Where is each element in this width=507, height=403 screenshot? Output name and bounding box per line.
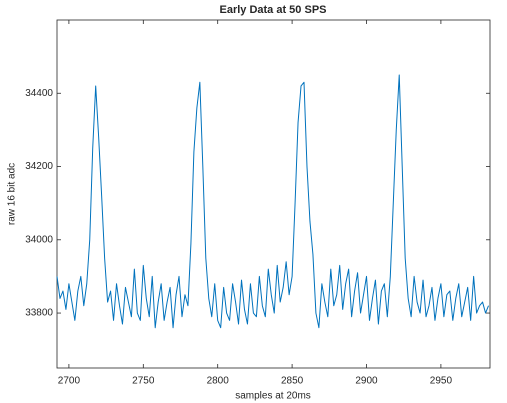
x-tick-label: 2900 (355, 376, 378, 387)
x-tick-label: 2950 (430, 376, 453, 387)
data-line (56, 74, 489, 329)
y-tick-label: 34400 (25, 88, 53, 99)
y-axis-label: raw 16 bit adc (7, 163, 18, 225)
plot-frame (56, 19, 491, 369)
chart-title: Early Data at 50 SPS (219, 4, 326, 16)
x-tick-label: 2700 (58, 376, 81, 387)
y-tick-label: 33800 (25, 308, 53, 319)
x-tick-label: 2750 (132, 376, 155, 387)
x-tick-label: 2850 (281, 376, 304, 387)
x-tick-label: 2800 (207, 376, 230, 387)
y-tick-label: 34200 (25, 161, 53, 172)
y-tick-label: 34000 (25, 234, 53, 245)
x-axis-label: samples at 20ms (235, 391, 311, 402)
